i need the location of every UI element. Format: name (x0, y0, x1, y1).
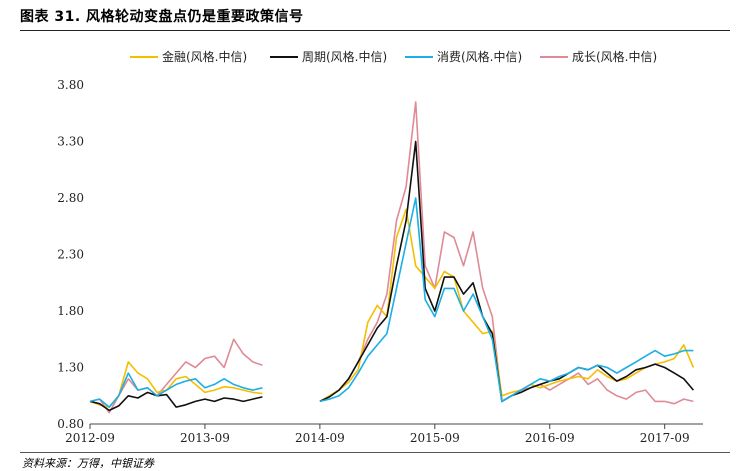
chart-title: 图表 31. 风格轮动变盘点仍是重要政策信号 (20, 9, 304, 25)
chart-legend: 金融(风格.中信) 周期(风格.中信) 消费(风格.中信) 成长(风格.中信) (130, 49, 657, 64)
y-tick-label: 3.80 (57, 78, 84, 92)
x-tick-label: 2016-09 (525, 431, 575, 445)
series-line (89, 391, 263, 412)
y-tick-label: 3.30 (57, 135, 84, 149)
y-tick-label: 1.80 (57, 304, 84, 318)
title-rule (20, 30, 730, 31)
legend-label: 消费(风格.中信) (437, 49, 522, 64)
chart-series (89, 101, 695, 414)
x-tick-label: 2015-09 (410, 431, 460, 445)
y-tick-label: 2.30 (57, 248, 84, 262)
source-rule (20, 452, 730, 453)
series-line (89, 338, 263, 414)
legend-label: 周期(风格.中信) (302, 49, 387, 64)
series-line (319, 197, 694, 403)
series-line (319, 140, 695, 403)
x-tick-label: 2013-09 (180, 431, 230, 445)
legend-label: 成长(风格.中信) (572, 49, 657, 64)
series-line (89, 372, 263, 408)
series-line (319, 208, 695, 403)
series-line (319, 101, 694, 405)
y-tick-label: 0.80 (57, 417, 84, 431)
y-tick-label: 2.80 (57, 191, 84, 205)
x-tick-label: 2017-09 (640, 431, 690, 445)
source-note: 资料来源：万得，中银证券 (22, 457, 154, 470)
legend-label: 金融(风格.中信) (162, 49, 247, 64)
x-tick-label: 2012-09 (65, 431, 115, 445)
y-tick-label: 1.30 (57, 361, 84, 375)
x-tick-label: 2014-09 (295, 431, 345, 445)
